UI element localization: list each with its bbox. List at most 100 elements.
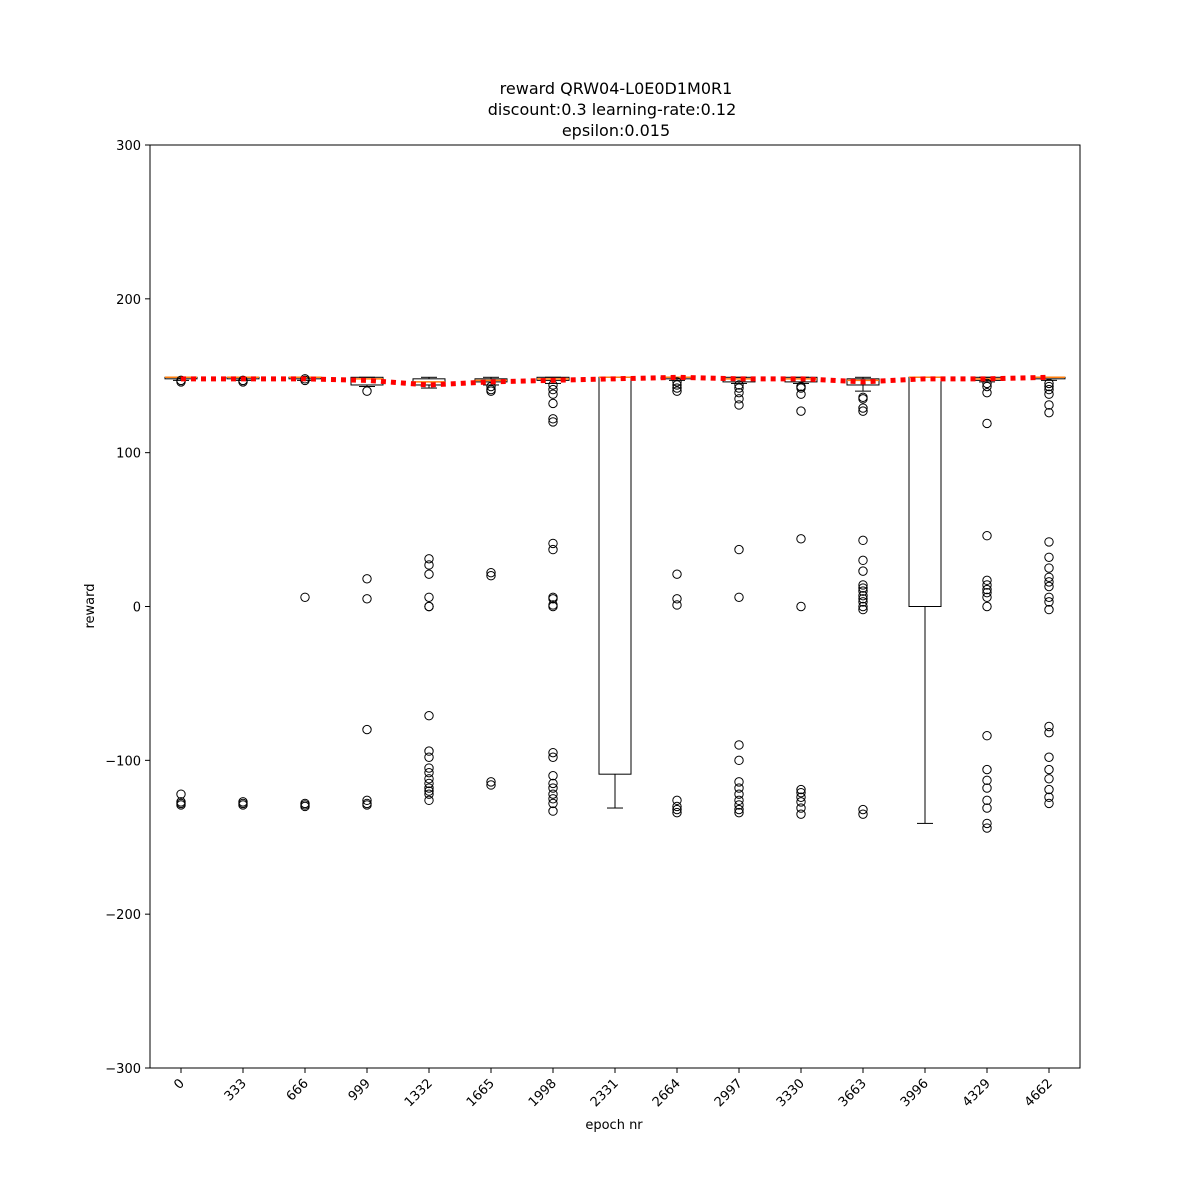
flier-point — [424, 560, 434, 570]
flier-point — [424, 746, 434, 756]
flier-point — [548, 414, 558, 424]
flier-point — [548, 389, 558, 399]
flier-point — [1044, 752, 1054, 762]
flier-point — [982, 803, 992, 813]
flier-point — [734, 394, 744, 404]
x-tick-label: 4662 — [1022, 1076, 1056, 1110]
box — [846, 378, 880, 386]
x-tick-label: 0 — [171, 1076, 187, 1092]
flier-point — [424, 711, 434, 721]
flier-point — [1044, 774, 1054, 784]
flier-point — [1044, 389, 1054, 399]
flier-point — [486, 777, 496, 787]
flier-point — [982, 387, 992, 398]
flier-point — [424, 778, 434, 789]
flier-point — [672, 377, 682, 387]
flier-point — [672, 569, 682, 579]
flier-point — [858, 580, 868, 590]
flier-point — [300, 592, 310, 602]
flier-point — [796, 784, 806, 795]
flier-point — [548, 771, 558, 781]
flier-point — [548, 752, 558, 762]
flier-point — [672, 804, 682, 815]
flier-point — [982, 795, 992, 806]
y-tick-label: 300 — [116, 139, 141, 154]
flier-point — [548, 544, 558, 555]
flier-point — [1044, 798, 1054, 809]
y-axis-label: reward — [83, 583, 98, 628]
flier-point — [548, 747, 558, 758]
flier-point — [734, 592, 744, 602]
flier-point — [1044, 577, 1054, 587]
flier-point — [982, 783, 992, 793]
flier-point — [796, 787, 806, 798]
flier-point — [982, 584, 992, 595]
x-tick-label: 1998 — [526, 1076, 560, 1110]
plot-area: −300 −200 −100 0 100 200 300 0 333 666 999 1332 1665… — [105, 139, 1081, 1110]
flier-point — [796, 797, 806, 807]
flier-point — [858, 809, 868, 819]
flier-point — [1044, 597, 1054, 607]
flier-point — [982, 764, 992, 775]
flier-point — [1044, 563, 1054, 573]
flier-point — [238, 375, 248, 386]
y-tick-label: −300 — [105, 1062, 141, 1077]
flier-point — [548, 778, 558, 789]
flier-point — [734, 800, 744, 810]
x-tick-label: 1332 — [402, 1076, 436, 1110]
x-axis-label: epoch nr — [585, 1118, 643, 1133]
flier-point — [734, 383, 744, 393]
flier-point — [734, 795, 744, 806]
flier-point — [858, 604, 868, 615]
flier-point — [734, 380, 744, 390]
flier-point — [982, 418, 992, 429]
flier-point — [486, 567, 496, 578]
flier-point — [1044, 592, 1054, 602]
flier-point — [982, 823, 992, 833]
flier-point — [1044, 381, 1054, 392]
x-tick-label: 4329 — [960, 1076, 994, 1110]
flier-point — [486, 386, 496, 396]
flier-point — [672, 801, 682, 812]
flier-point — [734, 400, 744, 410]
flier-point — [548, 594, 558, 604]
flier-point — [858, 583, 868, 593]
flier-point — [362, 386, 372, 396]
flier-point — [548, 794, 558, 804]
flier-point — [796, 601, 806, 612]
flier-point — [362, 724, 372, 735]
flier-point — [672, 383, 682, 393]
flier-point — [548, 417, 558, 427]
flier-point — [858, 566, 868, 576]
flier-point — [1044, 572, 1054, 582]
chart-title-line-1: reward QRW04-L0E0D1M0R1 — [500, 79, 733, 98]
flier-point — [548, 384, 558, 395]
flier-point — [1044, 537, 1054, 547]
flier-point — [424, 795, 434, 806]
flier-point — [548, 538, 558, 549]
flier-point — [858, 594, 868, 604]
x-tick-label: 1665 — [464, 1076, 498, 1110]
flier-point — [982, 818, 992, 829]
flier-point — [796, 803, 806, 813]
flier-point — [424, 767, 434, 778]
flier-point — [1044, 727, 1054, 738]
flier-point — [486, 571, 496, 581]
flier-point — [734, 807, 744, 818]
flier-point — [424, 752, 434, 762]
flier-point — [548, 789, 558, 799]
flier-point — [796, 534, 806, 544]
flier-point — [672, 594, 682, 604]
flier-point — [672, 386, 682, 396]
flier-point — [982, 580, 992, 590]
flier-point — [362, 795, 372, 806]
flier-point — [548, 783, 558, 793]
flier-point — [672, 795, 682, 806]
flier-point — [982, 531, 992, 541]
flier-point — [1044, 378, 1054, 389]
x-tick-label: 666 — [284, 1076, 312, 1104]
y-tick-label: −200 — [105, 908, 141, 923]
flier-point — [424, 601, 434, 612]
y-tick-label: 0 — [133, 601, 141, 616]
flier-point — [300, 801, 310, 812]
